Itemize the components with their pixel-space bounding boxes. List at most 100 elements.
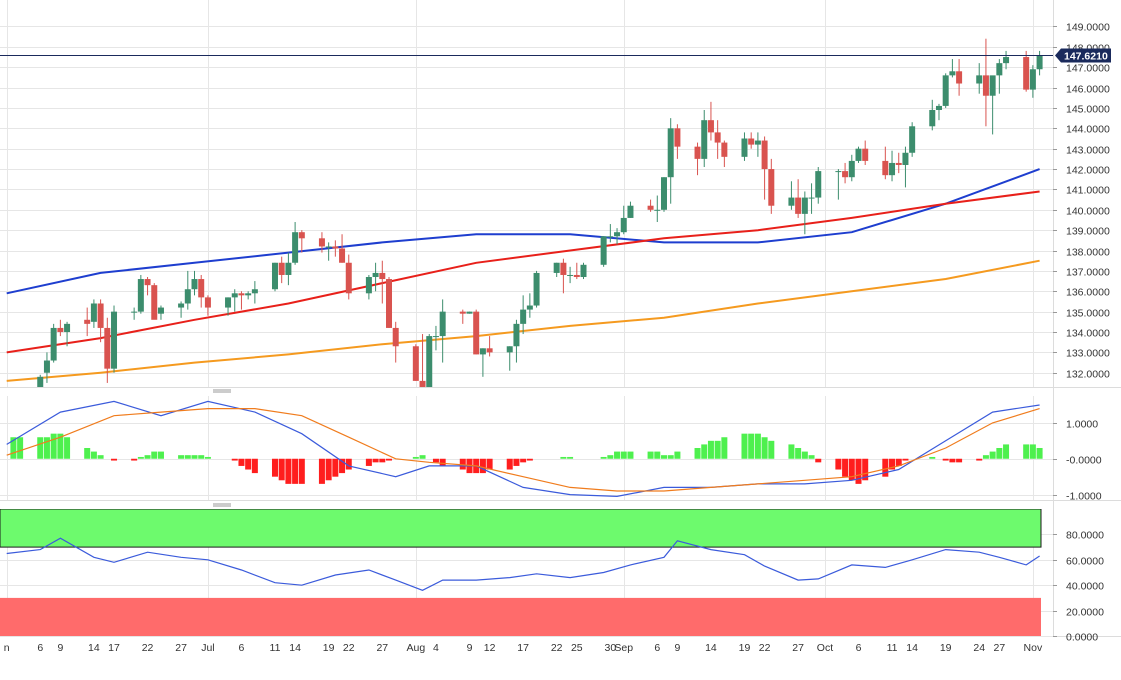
histogram-bar-positive	[748, 433, 755, 459]
histogram-bar-positive	[721, 437, 728, 459]
x-tick-label: 9	[57, 642, 63, 654]
candle-up	[889, 162, 896, 176]
price-tick-label: 140.0000	[1066, 206, 1110, 218]
candle-up	[627, 205, 634, 218]
histogram-bar-positive	[184, 455, 191, 459]
histogram-bar-negative	[486, 458, 493, 470]
candle-down	[151, 285, 158, 320]
price-tick-label: 142.0000	[1066, 165, 1110, 177]
osc-tick-label: -0.0000	[1066, 455, 1102, 467]
candle-down	[412, 346, 419, 381]
histogram-bar-negative	[386, 458, 393, 461]
price-tick-label: 143.0000	[1066, 145, 1110, 157]
candle-up	[667, 128, 674, 178]
rsi	[0, 509, 1042, 636]
oscillator	[6, 400, 1043, 498]
moving-average-line-0	[6, 168, 1040, 295]
x-tick-label: Sep	[614, 642, 633, 654]
histogram-bar-positive	[620, 451, 627, 459]
histogram-bar-negative	[292, 458, 299, 484]
x-tick-label: 30	[604, 642, 616, 654]
candle-up	[909, 126, 916, 153]
histogram-bar-positive	[151, 451, 158, 459]
histogram-bar-positive	[1023, 444, 1030, 459]
candle-down	[318, 238, 325, 247]
histogram-bar-negative	[889, 458, 896, 470]
histogram-bar-positive	[10, 437, 17, 459]
histogram-bar-positive	[989, 451, 996, 459]
candle-up	[1003, 57, 1010, 64]
candle-up	[426, 336, 433, 387]
histogram-bar-positive	[674, 451, 681, 459]
candle-up	[949, 71, 956, 76]
candle-up	[506, 346, 513, 353]
histogram-bar-negative	[298, 458, 305, 484]
price-tick-label: 147.0000	[1066, 63, 1110, 75]
histogram-bar-negative	[318, 458, 325, 484]
x-tick-label: 22	[343, 642, 355, 654]
histogram-bar-positive	[50, 433, 57, 459]
histogram-bar-negative	[131, 458, 138, 461]
histogram-bar-positive	[788, 444, 795, 459]
candle-down	[1023, 57, 1030, 90]
candle-up	[660, 177, 667, 210]
current-price-label: 147.6210	[1064, 51, 1108, 63]
x-tick-label: 27	[994, 642, 1006, 654]
price-tick-label: 134.0000	[1066, 328, 1110, 340]
x-tick-label: 22	[551, 642, 563, 654]
histogram-bar-positive	[929, 456, 936, 459]
histogram-bar-negative	[956, 458, 963, 463]
histogram-bar-positive	[614, 451, 621, 459]
candle-down	[486, 348, 493, 353]
candle-up	[600, 236, 607, 265]
x-tick-label: Jul	[201, 642, 214, 654]
histogram-bar-negative	[251, 458, 258, 474]
x-tick-label: 14	[289, 642, 301, 654]
x-tick-label: 17	[517, 642, 529, 654]
histogram-bar-negative	[976, 458, 983, 461]
x-tick-label: 22	[759, 642, 771, 654]
x-tick-label: 14	[88, 642, 100, 654]
candle-up	[754, 140, 761, 145]
candle-down	[392, 327, 399, 347]
candle-up	[64, 323, 71, 333]
candles	[37, 38, 1043, 387]
histogram-bar-negative	[379, 458, 386, 463]
candle-up	[178, 303, 185, 308]
candle-up	[989, 75, 996, 96]
candle-up	[432, 336, 439, 338]
rsi-tick-label: 60.0000	[1066, 556, 1104, 568]
histogram-bar-positive	[137, 456, 144, 459]
rsi-oversold-zone	[0, 597, 1041, 636]
x-tick-label: 6	[856, 642, 862, 654]
candle-down	[694, 146, 701, 159]
candle-down	[84, 319, 91, 324]
candle-up	[1036, 54, 1043, 70]
x-tick-label: 27	[792, 642, 804, 654]
candle-down	[573, 274, 580, 278]
candle-down	[748, 138, 755, 145]
histogram-bar-positive	[560, 456, 567, 459]
histogram-bar-positive	[808, 455, 815, 459]
x-tick-label: 25	[571, 642, 583, 654]
candle-up	[50, 327, 57, 361]
candle-down	[97, 303, 104, 328]
candle-down	[882, 160, 889, 176]
histogram-bar-negative	[513, 458, 520, 466]
histogram-bar-negative	[942, 458, 949, 461]
histogram-bar-negative	[520, 458, 527, 463]
histogram-bar-negative	[432, 458, 439, 463]
histogram-bar-positive	[191, 455, 198, 459]
candle-up	[513, 323, 520, 347]
histogram-bar-positive	[178, 455, 185, 459]
histogram-bar-positive	[84, 448, 91, 459]
candle-down	[204, 297, 211, 308]
candle-down	[956, 71, 963, 84]
candle-up	[137, 279, 144, 312]
histogram-bar-negative	[459, 458, 466, 470]
candle-down	[386, 279, 393, 328]
histogram-bar-positive	[667, 455, 674, 459]
candle-up	[553, 262, 560, 273]
price-tick-label: 141.0000	[1066, 185, 1110, 197]
histogram-bar-negative	[835, 458, 842, 470]
